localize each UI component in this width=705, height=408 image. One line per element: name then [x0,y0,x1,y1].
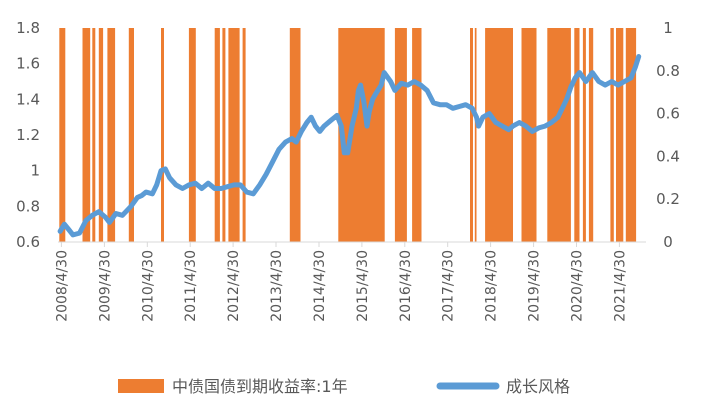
x-tick-label: 2011/4/30 [183,250,199,322]
bar-segment-18 [485,28,513,242]
y-right-tick-label: 0 [663,233,673,251]
bar-segment-17 [474,28,477,242]
x-tick-label: 2019/4/30 [527,250,543,322]
bar-segment-14 [394,28,407,242]
bar-segment-0 [59,28,66,242]
bar-segment-13 [338,28,385,242]
y-left-tick-label: 1 [30,162,40,180]
x-tick-label: 2021/4/30 [612,250,628,322]
bar-segment-10 [228,28,240,242]
legend-line-label: 成长风格 [506,377,570,396]
x-tick-label: 2020/4/30 [570,250,586,322]
y-right-tick-label: 1 [663,19,673,37]
bar-segment-21 [574,28,580,242]
y-left-tick-label: 1.4 [16,90,40,108]
x-axis: 2008/4/30 2009/4/30 2010/4/30 2011/4/30 2012… [54,242,628,322]
legend: 中债国债到期收益率:1年 成长风格 [118,377,570,396]
y-right-tick-label: 0.6 [656,105,680,123]
x-tick-label: 2018/4/30 [484,250,500,322]
y-left-tick-label: 0.8 [16,197,40,215]
bar-segment-16 [470,28,473,242]
bar-segment-4 [107,28,116,242]
x-tick-label: 2017/4/30 [441,250,457,322]
bar-series [59,28,637,242]
growth-style-line [57,54,642,238]
x-tick-label: 2014/4/30 [312,250,328,322]
bar-segment-12 [289,28,301,242]
bar-segment-3 [98,28,104,242]
y-axis-right: 0 0.2 0.4 0.6 0.8 1 [656,19,680,251]
x-tick-label: 2013/4/30 [269,250,285,322]
legend-bar-label: 中债国债到期收益率:1年 [172,377,348,396]
legend-bar-swatch [118,379,164,393]
bar-segment-25 [616,28,624,242]
x-tick-label: 2008/4/30 [54,250,70,322]
bar-segment-20 [547,28,571,242]
x-tick-label: 2016/4/30 [398,250,414,322]
line-series [57,54,642,238]
bar-segment-5 [128,28,134,242]
y-left-tick-label: 1.2 [16,126,40,144]
bar-segment-11 [242,28,246,242]
y-left-tick-label: 0.6 [16,233,40,251]
x-tick-label: 2009/4/30 [97,250,113,322]
y-right-tick-label: 0.8 [656,62,680,80]
x-tick-label: 2015/4/30 [355,250,371,322]
bar-segment-26 [625,28,637,242]
bar-segment-19 [521,28,537,242]
bar-segment-24 [610,28,614,242]
bar-segment-1 [82,28,91,242]
y-left-tick-label: 1.6 [16,55,40,73]
x-tick-label: 2010/4/30 [140,250,156,322]
bar-segment-7 [188,28,196,242]
bar-segment-22 [582,28,586,242]
x-tick-label: 2012/4/30 [226,250,242,322]
bar-segment-6 [161,28,164,242]
y-right-tick-label: 0.2 [656,190,680,208]
bar-segment-23 [588,28,594,242]
y-left-tick-label: 1.8 [16,19,40,37]
bar-segment-8 [214,28,220,242]
bar-segment-2 [92,28,96,242]
bar-segment-15 [412,28,422,242]
y-right-tick-label: 0.4 [656,147,680,165]
y-axis-left: 0.6 0.8 1 1.2 1.4 1.6 1.8 [16,19,40,251]
bar-segment-9 [222,28,226,242]
